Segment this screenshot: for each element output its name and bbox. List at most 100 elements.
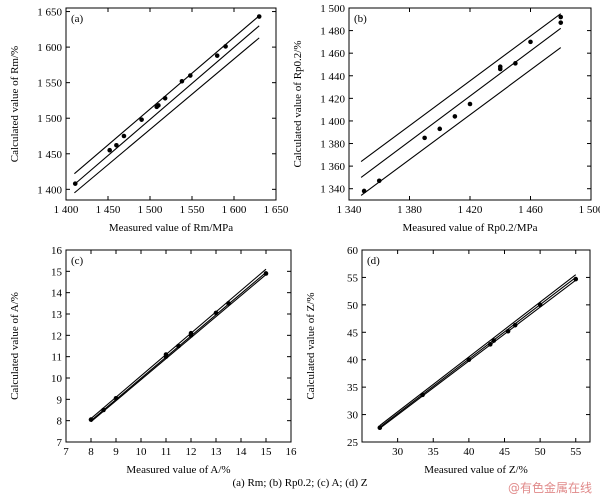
y-tick-label: 1 600 (37, 42, 62, 54)
y-tick-label: 55 (347, 272, 359, 284)
data-point (162, 96, 168, 101)
x-tick-label: 7 (63, 446, 69, 458)
y-tick-label: 1 340 (320, 184, 345, 196)
fit-line (379, 279, 577, 429)
fit-line (360, 47, 562, 196)
y-tick-label: 1 360 (320, 161, 345, 173)
plot-frame (65, 7, 277, 201)
y-tick-label: 1 400 (37, 184, 62, 196)
y-tick-label: 1 480 (320, 26, 345, 38)
x-tick-label: 1 400 (54, 204, 79, 216)
x-tick-label: 16 (286, 446, 298, 458)
x-tick-label: 10 (136, 446, 148, 458)
y-tick-label: 1 400 (320, 116, 345, 128)
data-point (188, 73, 193, 78)
data-point (176, 343, 181, 349)
data-point (467, 101, 473, 107)
x-tick-label: 50 (535, 446, 547, 458)
x-tick-label: 12 (186, 446, 197, 458)
x-tick-label: 1 500 (579, 204, 600, 216)
plot-frame (65, 249, 292, 443)
y-tick-label: 1 420 (320, 93, 345, 105)
y-tick-label: 9 (57, 394, 63, 406)
y-tick-label: 35 (347, 382, 359, 394)
x-axis-label: Measured value of A/% (126, 464, 230, 476)
data-point (114, 142, 119, 148)
data-point (537, 302, 543, 308)
data-point (88, 417, 94, 422)
figure-caption: (a) Rm; (b) Rp0.2; (c) A; (d) Z (232, 477, 367, 489)
x-tick-label: 1 380 (397, 204, 422, 216)
y-tick-label: 60 (347, 245, 359, 257)
data-point (491, 338, 497, 343)
y-tick-label: 45 (347, 327, 359, 339)
data-point (113, 395, 119, 401)
data-point (512, 322, 518, 328)
x-tick-label: 1 450 (96, 204, 121, 216)
data-point (513, 61, 518, 66)
y-axis-label: Calculated value of Z/% (305, 292, 317, 399)
data-point (497, 64, 503, 70)
x-tick-label: 1 340 (337, 204, 362, 216)
y-tick-label: 14 (51, 288, 63, 300)
fit-line (379, 274, 577, 426)
x-tick-label: 45 (499, 446, 511, 458)
data-point (558, 20, 564, 25)
panel-label: (a) (71, 13, 84, 25)
y-axis-label: Calculated value of A/% (9, 292, 21, 400)
data-point (179, 78, 185, 84)
x-tick-label: 11 (161, 446, 172, 458)
x-tick-label: 13 (211, 446, 223, 458)
y-tick-label: 11 (51, 352, 62, 364)
data-point (101, 407, 106, 413)
chart-panel: 30 35 40 45 50 55 25 30 35 40 45 50 55 60 (d) Measured … (305, 245, 591, 476)
fit-line (360, 13, 562, 163)
data-point (452, 114, 458, 119)
data-point (361, 188, 367, 194)
watermark: @有色金属在线 (508, 480, 592, 495)
y-tick-label: 10 (51, 373, 63, 385)
data-point (466, 357, 472, 363)
data-point (256, 14, 262, 19)
y-tick-label: 30 (347, 410, 359, 422)
x-tick-label: 15 (261, 446, 273, 458)
data-point (72, 181, 78, 186)
x-tick-label: 40 (463, 446, 475, 458)
x-tick-label: 1 600 (222, 204, 247, 216)
data-point (223, 44, 228, 49)
y-tick-label: 50 (347, 300, 359, 312)
data-point (214, 53, 220, 58)
x-axis-label: Measured value of Rp0.2/MPa (402, 222, 537, 234)
data-point (107, 147, 112, 153)
data-point (422, 135, 427, 141)
fit-line (379, 276, 577, 428)
x-tick-label: 1 650 (264, 204, 289, 216)
chart-panels: 1 400 1 450 1 500 1 550 1 600 1 650 1 400 1 450… (9, 3, 600, 476)
data-point (558, 14, 564, 20)
data-point (573, 276, 579, 282)
y-tick-label: 1 460 (320, 48, 345, 60)
chart-panel: 7 8 9 10 11 12 13 14 15 16 7 8 9 10 11 12 13 14 15 16 (c) Mea… (9, 245, 297, 476)
x-tick-label: 14 (236, 446, 248, 458)
data-point (420, 392, 425, 398)
data-point (377, 425, 383, 431)
x-tick-label: 35 (428, 446, 440, 458)
x-tick-label: 1 550 (180, 204, 205, 216)
x-axis-label: Measured value of Rm/MPa (109, 222, 233, 234)
fit-line (360, 27, 562, 178)
x-tick-label: 1 420 (458, 204, 483, 216)
y-tick-label: 8 (57, 416, 63, 428)
fit-line (74, 15, 260, 175)
x-tick-label: 8 (88, 446, 94, 458)
plot-frame (361, 249, 591, 443)
data-point (163, 352, 169, 357)
data-point (121, 133, 127, 139)
data-point (226, 301, 231, 306)
x-tick-label: 30 (392, 446, 404, 458)
panel-label: (b) (354, 13, 367, 25)
y-tick-label: 15 (51, 266, 63, 278)
data-point (213, 310, 219, 316)
y-tick-label: 1 550 (37, 78, 62, 90)
x-tick-label: 1 460 (518, 204, 543, 216)
